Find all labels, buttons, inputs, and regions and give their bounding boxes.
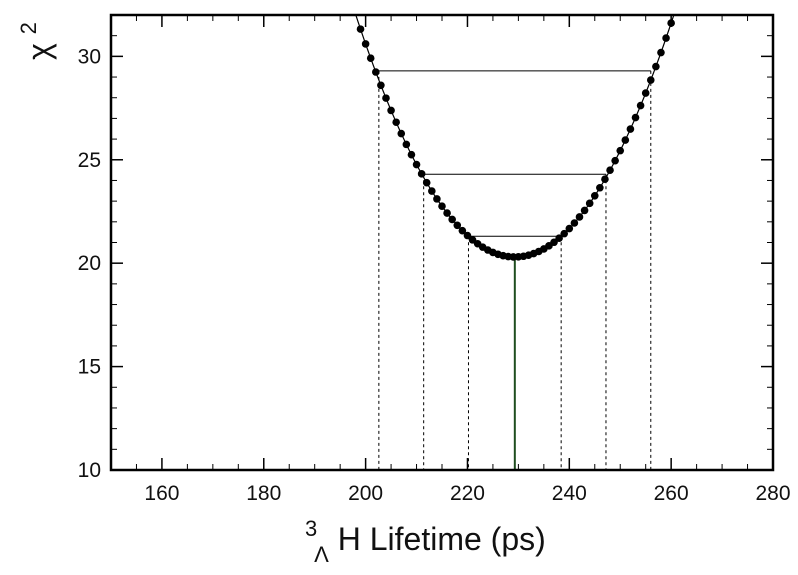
x-axis-title-superscript: 3 <box>305 516 317 541</box>
x-axis: 160 180 200 220 240 260 280 <box>110 15 791 505</box>
scan-point <box>458 226 467 235</box>
scan-point <box>616 146 625 155</box>
scan-point <box>356 25 365 33</box>
scan-point <box>596 183 604 192</box>
scan-point <box>392 118 400 127</box>
y-tick-label: 30 <box>78 45 101 68</box>
x-tick-label: 200 <box>348 482 383 505</box>
scan-point <box>377 81 385 90</box>
x-tick-label: 260 <box>654 482 689 505</box>
scan-point <box>417 170 426 178</box>
scan-point <box>590 192 599 200</box>
scan-point <box>580 206 589 215</box>
y-axis-title-main: χ <box>21 43 57 60</box>
x-tick-label: 180 <box>246 482 281 505</box>
x-tick-label: 240 <box>552 482 587 505</box>
scan-point <box>606 166 614 174</box>
scan-point <box>361 40 370 48</box>
scan-point <box>433 195 441 203</box>
scan-point <box>448 215 456 224</box>
y-axis-title: χ 2 <box>16 22 57 60</box>
scan-point <box>412 160 421 169</box>
scan-point <box>422 178 431 187</box>
y-tick-label: 25 <box>78 149 101 172</box>
scan-point <box>402 140 411 149</box>
scan-point <box>382 94 390 102</box>
scan-point <box>585 199 594 208</box>
y-tick-label: 20 <box>78 252 101 275</box>
scan-point <box>443 209 451 217</box>
scan-point <box>372 68 380 76</box>
scan-point <box>626 125 635 133</box>
x-tick-label: 220 <box>450 482 485 505</box>
y-axis: 10 15 20 25 30 <box>78 14 773 482</box>
x-tick-label: 160 <box>144 482 179 505</box>
x-tick-label: 280 <box>755 482 790 505</box>
scan-point <box>428 187 436 195</box>
plot-area <box>355 15 675 470</box>
scan-point <box>366 54 375 63</box>
scan-point <box>463 231 472 240</box>
scan-point <box>611 156 619 165</box>
scan-point <box>652 62 660 71</box>
scan-point <box>662 34 670 42</box>
scan-point <box>565 224 574 233</box>
x-axis-title: 3 Λ H Lifetime (ps) <box>305 507 546 569</box>
scan-point <box>453 221 462 230</box>
scan-point <box>641 89 650 97</box>
y-tick-label: 10 <box>78 459 101 482</box>
plot-frame <box>109 13 775 472</box>
scan-point <box>601 175 609 184</box>
scan-point <box>397 129 406 138</box>
x-axis-title-subscript: Λ <box>314 542 329 567</box>
scan-point <box>631 113 640 122</box>
scan-point <box>575 213 584 221</box>
scan-point <box>407 150 416 159</box>
y-axis-title-superscript: 2 <box>16 22 41 34</box>
scan-point <box>657 48 665 57</box>
y-tick-label: 15 <box>78 356 101 379</box>
scan-point <box>621 136 630 144</box>
scan-point <box>387 106 395 115</box>
scan-point <box>646 76 655 84</box>
scan-point <box>636 101 645 110</box>
x-axis-title-main: H Lifetime (ps) <box>338 521 546 557</box>
scan-point <box>570 219 579 227</box>
scan-point <box>550 238 558 247</box>
scan-point <box>555 234 563 242</box>
scan-point <box>438 202 446 211</box>
scan-point <box>560 229 569 238</box>
